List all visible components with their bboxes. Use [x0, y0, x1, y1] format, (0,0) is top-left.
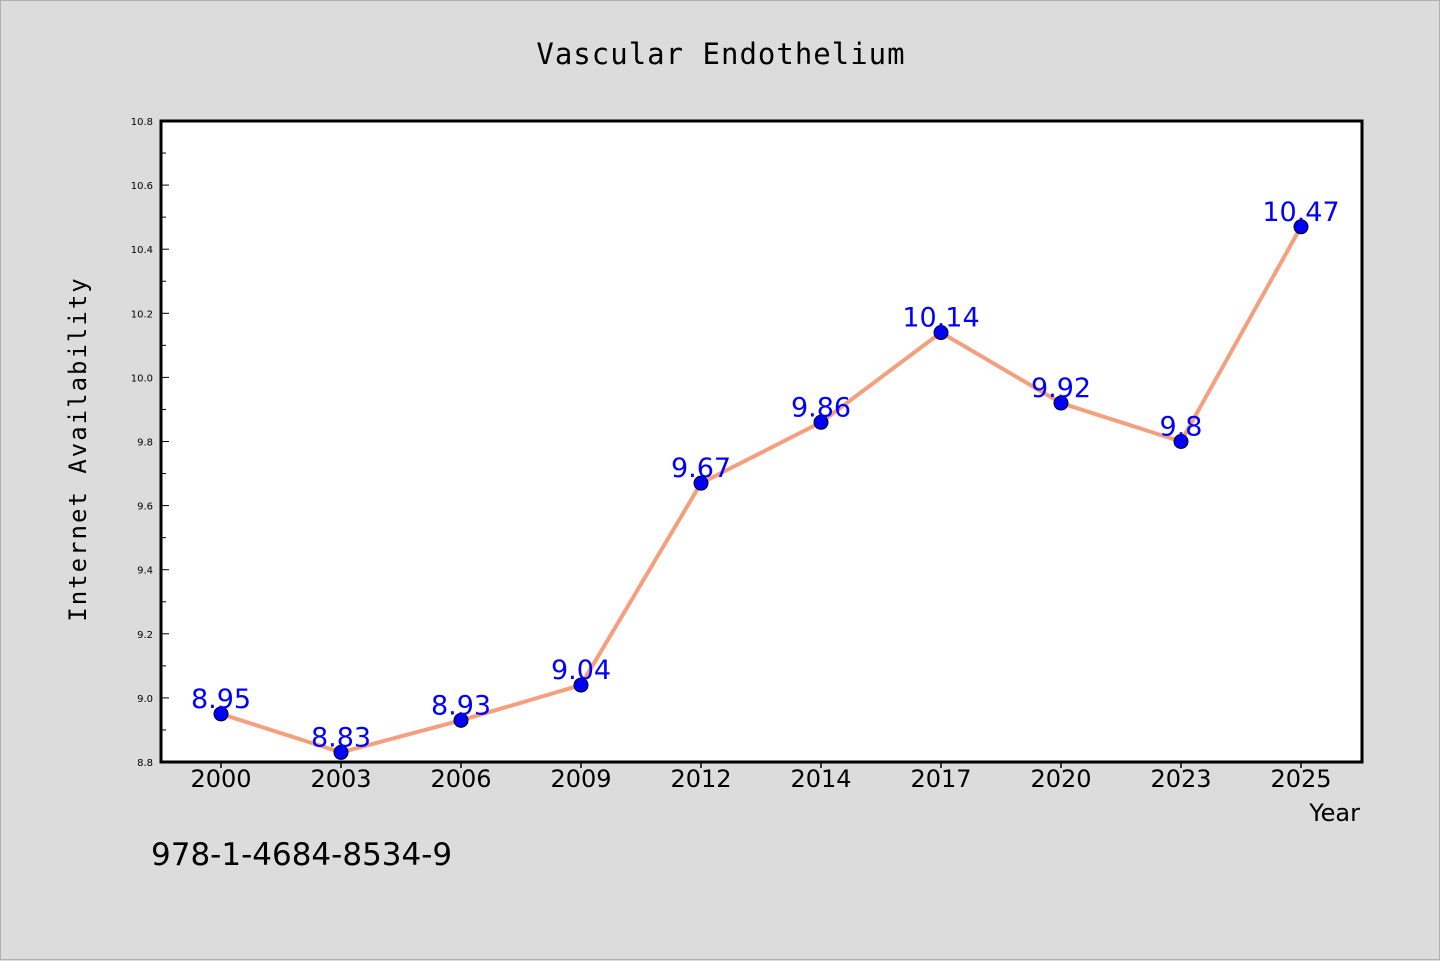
data-point-marker: [573, 677, 589, 693]
series-markers: [213, 219, 1309, 760]
x-axis-label: Year: [1308, 799, 1360, 827]
data-labels: 8.95 8.83 8.93 9.04 9.67 9.86 10.14 9.92 9.8 10.4…: [191, 197, 1340, 754]
data-label: 9.86: [791, 392, 851, 423]
data-point-marker: [333, 744, 349, 760]
data-label: 8.95: [191, 684, 251, 715]
plot-area: [161, 121, 1362, 762]
x-tick-label: 2017: [910, 765, 971, 793]
data-point-marker: [453, 712, 469, 728]
x-tick-label: 2020: [1030, 765, 1091, 793]
data-label: 10.47: [1262, 197, 1339, 228]
y-tick-label: 8.8: [137, 758, 153, 769]
data-point-marker: [1053, 395, 1069, 411]
y-axis-label: Internet Availability: [64, 276, 92, 621]
y-tick-label: 10.0: [131, 373, 153, 384]
series-line: [220, 225, 1303, 755]
data-label: 9.04: [551, 655, 611, 686]
x-tick-label: 2012: [670, 765, 731, 793]
data-label: 10.14: [902, 303, 979, 334]
data-label: 8.83: [311, 722, 371, 753]
y-tick-label: 9.0: [137, 694, 153, 705]
x-axis: 2000 2003 2006 2009 2012 2014 2017 2020 2023 2025: [190, 762, 1332, 793]
data-label: 8.93: [431, 690, 491, 721]
isbn-footnote: 978-1-4684-8534-9: [151, 837, 452, 873]
x-tick-label: 2009: [550, 765, 611, 793]
data-label: 9.8: [1160, 412, 1203, 443]
x-tick-label: 2014: [790, 765, 851, 793]
data-point-marker: [1173, 434, 1189, 449]
data-label: 9.67: [671, 453, 731, 484]
data-point-marker: [933, 325, 949, 341]
data-point-marker: [813, 414, 829, 430]
y-tick-label: 9.4: [137, 566, 153, 577]
chart-title: Vascular Endothelium: [536, 37, 905, 71]
x-tick-label: 2023: [1150, 765, 1211, 793]
y-tick-label: 9.8: [137, 438, 153, 449]
x-tick-label: 2000: [190, 765, 251, 793]
y-tick-label: 9.6: [137, 502, 153, 513]
data-label: 9.92: [1031, 373, 1091, 404]
data-point-marker: [1293, 219, 1309, 235]
y-tick-label: 9.2: [137, 630, 153, 641]
x-tick-label: 2025: [1270, 765, 1331, 793]
y-tick-label: 10.6: [131, 181, 153, 192]
y-tick-label: 10.8: [131, 117, 153, 128]
x-tick-label: 2006: [430, 765, 491, 793]
data-point-marker: [213, 706, 229, 722]
y-tick-label: 10.2: [131, 309, 153, 320]
plot-frame: [159, 119, 1364, 764]
x-tick-label: 2003: [310, 765, 371, 793]
data-point-marker: [693, 475, 709, 491]
y-tick-label: 10.4: [131, 245, 153, 256]
